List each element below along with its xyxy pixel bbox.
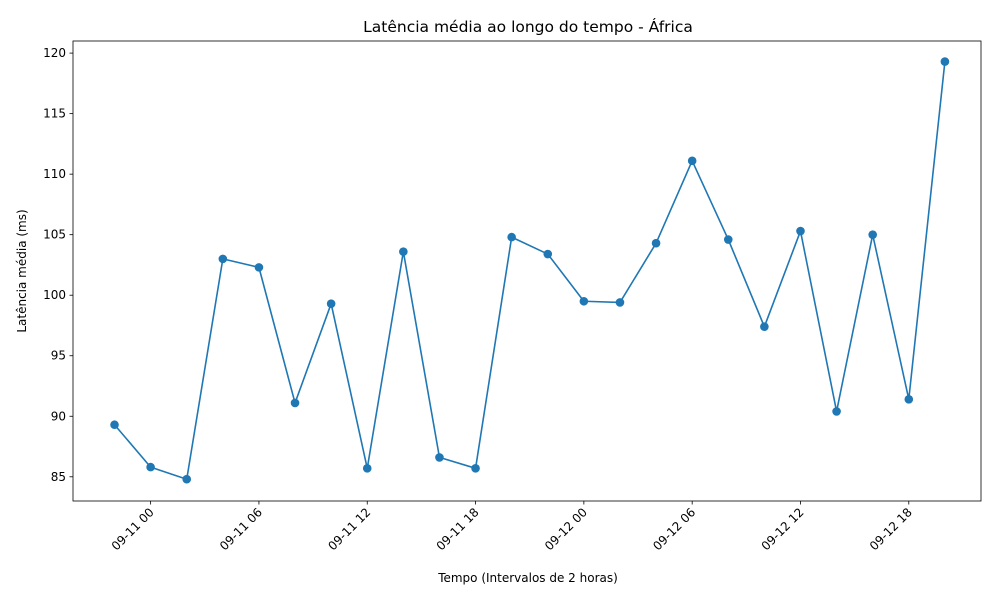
y-tick-label: 105 [43, 228, 66, 242]
x-tick-label: 09-12 12 [759, 505, 807, 553]
data-point [723, 235, 733, 244]
data-point [182, 474, 192, 484]
y-tick-label: 90 [51, 409, 66, 423]
y-tick-label: 85 [51, 470, 66, 484]
data-point [651, 238, 661, 248]
data-point [254, 263, 264, 272]
plot-frame [72, 40, 982, 502]
x-tick-label: 09-11 12 [325, 505, 373, 553]
series-layer [110, 57, 950, 484]
x-tick-label: 09-11 18 [434, 505, 482, 553]
y-tick-label: 115 [43, 107, 66, 121]
data-point [507, 232, 516, 242]
data-point [687, 156, 697, 166]
x-tick-label: 09-12 18 [867, 505, 915, 553]
x-tick-label: 09-11 06 [217, 505, 265, 553]
data-point [904, 395, 914, 404]
data-point [796, 226, 805, 236]
x-axis: 09-11 00 09-11 06 09-11 12 09-11 18 09-12 00… [109, 501, 915, 553]
data-point [760, 322, 769, 331]
data-point [110, 420, 119, 430]
data-point [218, 254, 228, 264]
x-tick-label: 09-11 00 [109, 505, 157, 553]
data-point [940, 57, 950, 66]
data-point [615, 298, 625, 307]
y-tick-label: 95 [51, 349, 66, 363]
y-axis-label: Latência média (ms) [15, 209, 29, 332]
series-line [113, 61, 946, 481]
data-point [362, 464, 372, 473]
x-axis-label: Tempo (Intervalos de 2 horas) [437, 571, 618, 585]
data-point [579, 296, 589, 306]
data-point [543, 249, 553, 259]
data-point [832, 407, 841, 416]
chart-title: Latência média ao longo do tempo - Áfric… [363, 17, 693, 36]
x-tick-label: 09-12 00 [542, 505, 590, 553]
data-point [435, 453, 444, 462]
data-point [399, 247, 408, 256]
y-tick-label: 110 [43, 167, 66, 181]
data-point [868, 230, 877, 239]
y-axis: 85 90 95 100 105 110 115 120 [43, 46, 73, 484]
data-point [290, 398, 300, 408]
data-point [326, 299, 336, 308]
y-tick-label: 120 [43, 46, 66, 60]
plot-area [72, 40, 982, 502]
data-point [471, 464, 480, 473]
x-tick-label: 09-12 06 [650, 505, 698, 553]
y-tick-label: 100 [43, 288, 66, 302]
data-point [146, 462, 155, 472]
